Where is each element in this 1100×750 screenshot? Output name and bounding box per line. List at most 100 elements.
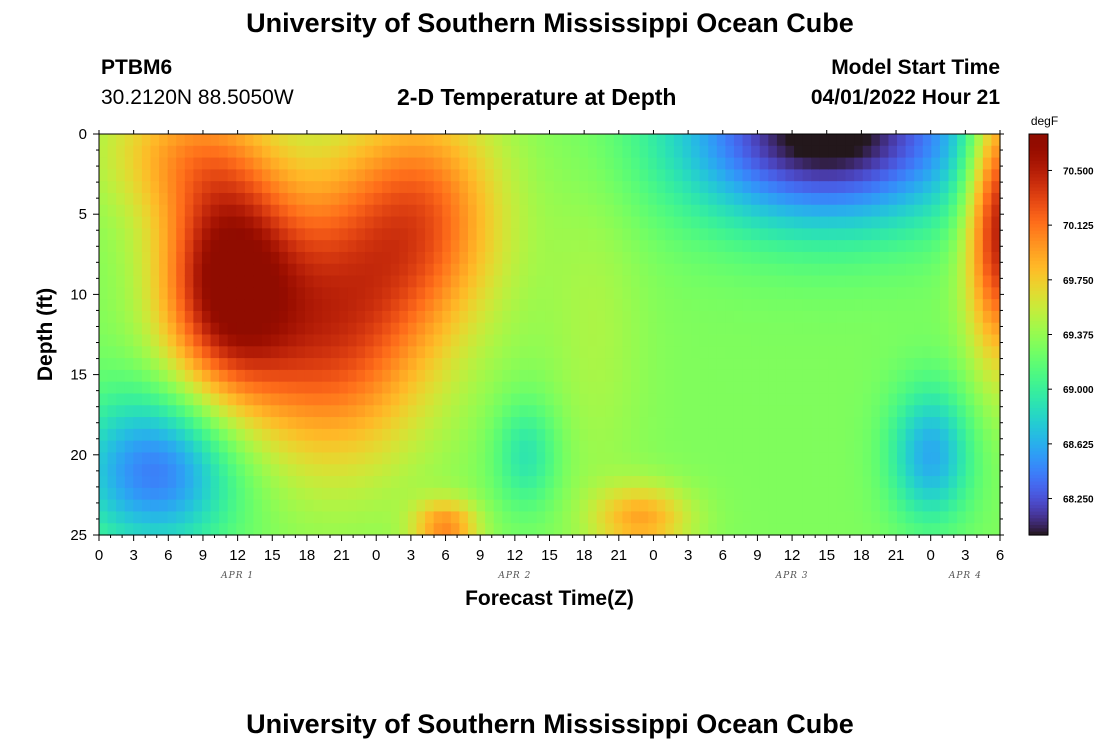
heatmap-cell bbox=[665, 240, 675, 253]
heatmap-cell bbox=[922, 393, 932, 406]
heatmap-cell bbox=[399, 216, 409, 229]
heatmap-cell bbox=[382, 228, 392, 241]
heatmap-cell bbox=[296, 322, 306, 336]
heatmap-cell bbox=[304, 334, 315, 347]
heatmap-cell bbox=[931, 228, 941, 241]
heatmap-cell bbox=[116, 134, 126, 147]
heatmap-cell bbox=[227, 334, 237, 347]
heatmap-cell bbox=[871, 381, 881, 395]
heatmap-cell bbox=[502, 216, 512, 229]
heatmap-cell bbox=[99, 452, 109, 465]
heatmap-cell bbox=[939, 157, 950, 170]
heatmap-cell bbox=[631, 464, 641, 477]
heatmap-cell bbox=[150, 476, 160, 489]
heatmap-cell bbox=[124, 523, 134, 536]
heatmap-cell bbox=[965, 228, 975, 241]
heatmap-cell bbox=[836, 192, 847, 206]
heatmap-cell bbox=[433, 287, 443, 300]
heatmap-cell bbox=[467, 287, 478, 300]
heatmap-cell bbox=[184, 523, 194, 536]
heatmap-cell bbox=[390, 464, 400, 477]
heatmap-cell bbox=[467, 405, 478, 418]
heatmap-cell bbox=[510, 393, 521, 406]
heatmap-cell bbox=[116, 428, 126, 442]
heatmap-cell bbox=[708, 192, 718, 206]
heatmap-cell bbox=[768, 251, 778, 265]
heatmap-cell bbox=[373, 523, 383, 536]
heatmap-cell bbox=[382, 452, 392, 465]
heatmap-cell bbox=[322, 428, 332, 442]
heatmap-cell bbox=[811, 157, 821, 170]
heatmap-cell bbox=[476, 428, 486, 442]
heatmap-cell bbox=[416, 393, 426, 406]
heatmap-cell bbox=[502, 464, 512, 477]
heatmap-cell bbox=[322, 511, 332, 524]
heatmap-cell bbox=[802, 476, 812, 489]
heatmap-cell bbox=[862, 240, 872, 253]
heatmap-cell bbox=[845, 346, 855, 359]
heatmap-cell bbox=[227, 157, 237, 170]
heatmap-cell bbox=[879, 452, 890, 465]
colorbar-segment bbox=[1029, 304, 1048, 309]
heatmap-cell bbox=[176, 228, 186, 241]
heatmap-cell bbox=[193, 464, 203, 477]
heatmap-cell bbox=[562, 346, 572, 359]
heatmap-cell bbox=[124, 287, 134, 300]
heatmap-cell bbox=[819, 405, 829, 418]
heatmap-cell bbox=[296, 275, 306, 288]
heatmap-cell bbox=[974, 476, 984, 489]
heatmap-cell bbox=[519, 157, 529, 170]
heatmap-cell bbox=[244, 369, 255, 383]
colorbar-segment bbox=[1029, 247, 1048, 252]
heatmap-cell bbox=[768, 181, 778, 194]
heatmap-cell bbox=[673, 240, 684, 253]
heatmap-cell bbox=[922, 452, 932, 465]
heatmap-cell bbox=[236, 334, 246, 347]
heatmap-cell bbox=[339, 134, 349, 147]
heatmap-cell bbox=[476, 275, 486, 288]
heatmap-cell bbox=[502, 263, 512, 277]
heatmap-cell bbox=[939, 440, 950, 454]
heatmap-cell bbox=[425, 275, 435, 288]
heatmap-cell bbox=[639, 251, 649, 265]
heatmap-cell bbox=[193, 381, 203, 395]
heatmap-cell bbox=[768, 169, 778, 182]
heatmap-cell bbox=[425, 145, 435, 159]
heatmap-cell bbox=[416, 169, 426, 182]
heatmap-cell bbox=[399, 393, 409, 406]
heatmap-cell bbox=[716, 417, 727, 430]
heatmap-cell bbox=[450, 358, 460, 371]
heatmap-cell bbox=[648, 464, 658, 477]
heatmap-cell bbox=[493, 134, 503, 147]
heatmap-cell bbox=[442, 322, 452, 336]
heatmap-cell bbox=[253, 240, 263, 253]
heatmap-cell bbox=[296, 346, 306, 359]
heatmap-cell bbox=[819, 476, 829, 489]
heatmap-cell bbox=[176, 322, 186, 336]
heatmap-cell bbox=[699, 275, 709, 288]
heatmap-cell bbox=[691, 440, 701, 454]
heatmap-cell bbox=[862, 287, 872, 300]
heatmap-cell bbox=[716, 381, 727, 395]
heatmap-cell bbox=[107, 192, 117, 206]
heatmap-cell bbox=[313, 440, 323, 454]
heatmap-cell bbox=[836, 440, 847, 454]
heatmap-cell bbox=[794, 511, 804, 524]
heatmap-cell bbox=[553, 310, 563, 324]
heatmap-cell bbox=[579, 299, 589, 312]
heatmap-cell bbox=[673, 157, 684, 170]
colorbar-segment bbox=[1029, 294, 1048, 299]
heatmap-cell bbox=[347, 464, 358, 477]
heatmap-cell bbox=[836, 287, 847, 300]
heatmap-cell bbox=[871, 275, 881, 288]
heatmap-cell bbox=[656, 240, 666, 253]
heatmap-cell bbox=[708, 145, 718, 159]
heatmap-cell bbox=[433, 251, 443, 265]
heatmap-cell bbox=[691, 346, 701, 359]
heatmap-cell bbox=[673, 499, 684, 513]
heatmap-cell bbox=[957, 334, 967, 347]
heatmap-cell bbox=[871, 145, 881, 159]
heatmap-cell bbox=[836, 310, 847, 324]
heatmap-cell bbox=[476, 452, 486, 465]
heatmap-cell bbox=[888, 334, 898, 347]
